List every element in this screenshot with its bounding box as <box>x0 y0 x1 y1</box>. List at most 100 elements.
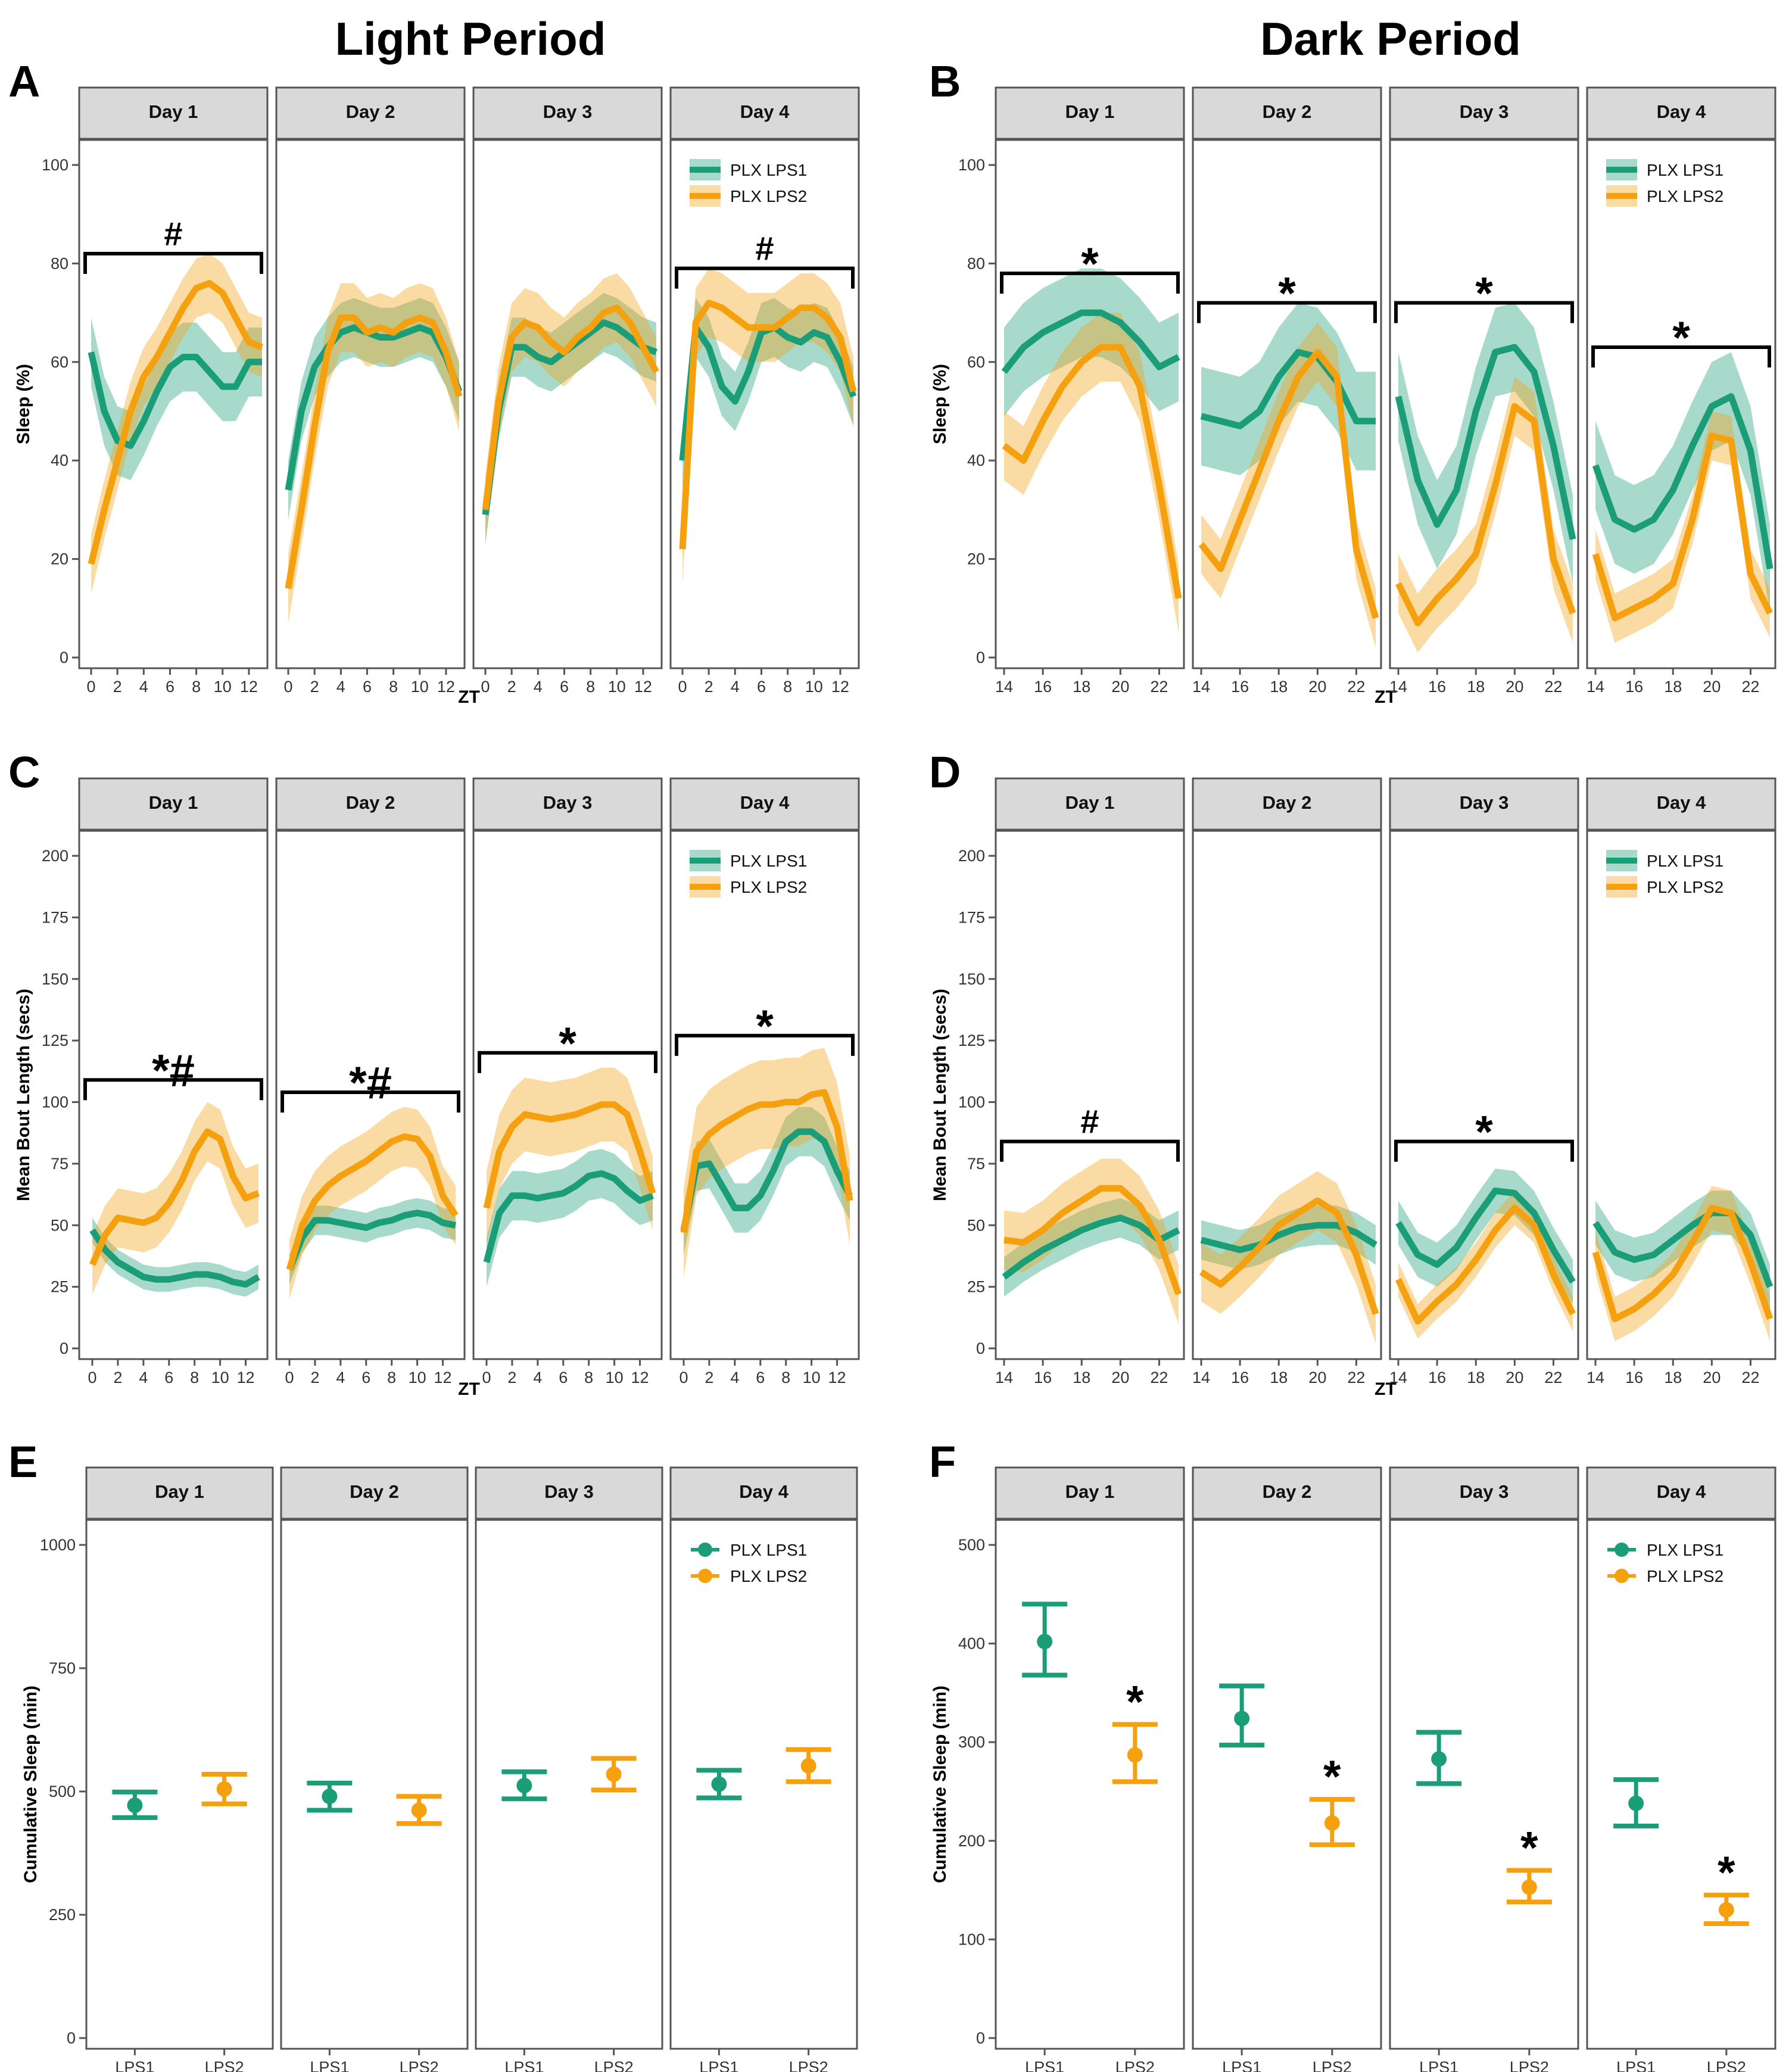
plot-frame <box>1192 1519 1382 2050</box>
x-tick-label: 14 <box>1389 678 1407 696</box>
panel-C-3: Day 3 0 2 4 6 8 10 12 * <box>472 777 663 1386</box>
panel-B-1: Day 1 14 16 18 20 22 * <box>995 86 1185 696</box>
significance-marker: # <box>1080 1103 1099 1141</box>
y-tick-label: 100 <box>958 1093 985 1111</box>
legend-label-lps1: PLX LPS1 <box>1647 852 1723 870</box>
x-tick-label: 8 <box>783 678 792 696</box>
plot-frame <box>475 1519 663 2050</box>
significance-marker: * <box>1278 269 1296 319</box>
x-tick-label: 4 <box>731 678 740 696</box>
facet-strip <box>1192 86 1382 140</box>
mean-point-lps1 <box>516 1778 532 1794</box>
y-tick-label: 80 <box>51 254 68 272</box>
significance-bracket <box>1591 345 1771 367</box>
y-tick-label: 300 <box>958 1733 985 1751</box>
y-tick-label: 80 <box>967 254 985 272</box>
x-tick-label: 0 <box>86 678 95 696</box>
facet-strip <box>275 777 466 831</box>
mean-point-lps2 <box>800 1758 816 1774</box>
series-line-lps1 <box>89 1228 260 1288</box>
ribbon-lps2 <box>1201 1171 1376 1344</box>
panel-A-3: Day 3 0 2 4 6 8 10 12 <box>472 86 663 696</box>
series-line-lps1 <box>483 1170 654 1263</box>
x-tick-label: 0 <box>678 678 687 696</box>
x-tick-label: LPS1 <box>1616 2058 1656 2072</box>
significance-bracket <box>675 1033 855 1056</box>
plot-frame <box>1389 139 1579 669</box>
facet-strip <box>78 86 269 140</box>
x-tick-label: 20 <box>1506 678 1523 696</box>
plot-frame <box>1586 1519 1776 2050</box>
x-axis-label: ZT <box>1375 1379 1397 1399</box>
series-line-lps1 <box>286 1210 457 1271</box>
panel-C-1: Day 1 0 2 4 6 8 10 12 *# <box>78 777 269 1386</box>
panel-A-2: Day 2 0 2 4 6 8 10 12 <box>275 86 466 696</box>
panel-E-1: Day 1 LPS1 LPS2 <box>85 1466 274 2072</box>
x-tick-label: 8 <box>389 678 398 696</box>
x-tick-label: 2 <box>113 678 122 696</box>
dark-period-title: Dark Period <box>1260 13 1521 65</box>
x-tick-label: 14 <box>995 678 1013 696</box>
x-tick-label: 6 <box>559 1369 568 1386</box>
significance-marker: * <box>559 1018 576 1069</box>
legend-label-lps2: PLX LPS2 <box>1647 1567 1723 1585</box>
x-tick-label: 0 <box>283 678 292 696</box>
x-tick-label: LPS2 <box>400 2058 439 2072</box>
facet-strip-label: Day 2 <box>1263 792 1312 813</box>
y-tick-label: 175 <box>42 908 68 926</box>
x-axis-label: ZT <box>1375 687 1397 707</box>
x-tick-label: 8 <box>387 1369 396 1386</box>
facet-strip <box>280 1466 469 1520</box>
y-tick-label: 200 <box>958 847 985 865</box>
y-tick-label: 50 <box>51 1216 68 1234</box>
ribbon-lps2 <box>1201 322 1376 648</box>
mean-point-lps1 <box>711 1776 727 1792</box>
y-tick-label: 150 <box>42 970 68 988</box>
x-tick-label: 8 <box>190 1369 199 1386</box>
y-tick-label: 75 <box>967 1155 985 1173</box>
x-tick-label: 22 <box>1544 1369 1562 1386</box>
panel-label-C: C <box>8 747 40 797</box>
x-tick-label: 0 <box>679 1369 688 1386</box>
panel-E-3: Day 3 LPS1 LPS2 <box>475 1466 663 2072</box>
mean-point-lps2 <box>216 1781 232 1797</box>
series-line-lps2 <box>1592 1204 1774 1322</box>
y-tick-label: 1000 <box>40 1536 76 1554</box>
y-tick-label: 60 <box>967 353 985 371</box>
facet-strip <box>669 777 860 831</box>
ribbon-lps2 <box>684 1048 850 1278</box>
significance-marker: * <box>1520 1822 1538 1873</box>
facet-strip-label: Day 2 <box>1263 1481 1312 1502</box>
plot-frame <box>85 1519 274 2050</box>
ribbon-lps2 <box>1595 411 1770 643</box>
series-line-lps1 <box>680 1128 853 1231</box>
series-line-lps1 <box>1592 1210 1774 1288</box>
x-tick-label: LPS2 <box>1510 2058 1549 2072</box>
plot-frame <box>1586 139 1776 669</box>
panel-A-1: Day 1 0 2 4 6 8 10 12 # <box>78 86 269 696</box>
facet-strip <box>669 86 860 140</box>
y-tick-label: 60 <box>51 353 68 371</box>
series-line-lps2 <box>1002 344 1182 599</box>
x-tick-label: 0 <box>88 1369 96 1386</box>
legend-label-lps2: PLX LPS2 <box>730 187 807 205</box>
facet-strip-label: Day 3 <box>544 1481 594 1502</box>
series-line-lps2 <box>286 1133 459 1271</box>
ribbon-lps1 <box>1201 1205 1376 1270</box>
x-tick-label: 6 <box>560 678 569 696</box>
x-tick-label: 12 <box>434 1369 452 1386</box>
legend-label-lps1: PLX LPS1 <box>730 852 807 870</box>
significance-marker: * <box>1323 1752 1341 1802</box>
x-tick-label: 14 <box>1192 678 1210 696</box>
x-tick-label: 22 <box>1150 1369 1168 1386</box>
series-line-lps2 <box>1395 1204 1576 1325</box>
significance-marker: * <box>1126 1677 1144 1727</box>
ribbon-lps1 <box>682 298 853 490</box>
y-tick-label: 0 <box>60 649 68 666</box>
facet-strip-label: Day 4 <box>1657 792 1706 813</box>
y-tick-label: 100 <box>958 1930 985 1948</box>
plot-frame <box>472 830 663 1360</box>
plot-frame <box>669 1519 858 2050</box>
